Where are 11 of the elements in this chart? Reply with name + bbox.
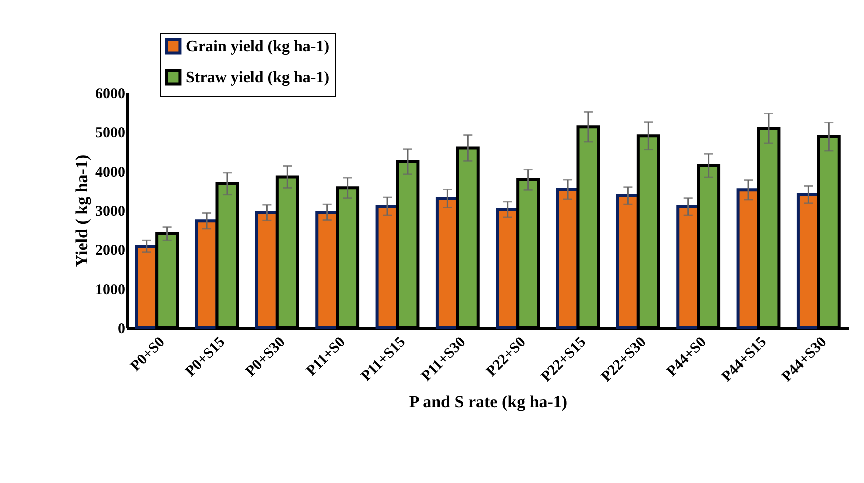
y-axis-title: Yield ( kg ha-1) bbox=[72, 154, 92, 268]
y-tick-label: 5000 bbox=[96, 126, 126, 142]
legend-label: Grain yield (kg ha-1) bbox=[186, 38, 330, 56]
legend-label: Straw yield (kg ha-1) bbox=[186, 70, 330, 86]
y-tick-label: 2000 bbox=[96, 243, 126, 260]
y-tick-label: 0 bbox=[118, 322, 126, 338]
y-tick-label: 4000 bbox=[96, 164, 126, 181]
y-tick-label: 6000 bbox=[96, 86, 126, 102]
y-tick-label: 1000 bbox=[96, 282, 126, 298]
x-axis-title: P and S rate (kg ha-1) bbox=[409, 392, 568, 412]
y-tick-label: 3000 bbox=[96, 204, 126, 220]
